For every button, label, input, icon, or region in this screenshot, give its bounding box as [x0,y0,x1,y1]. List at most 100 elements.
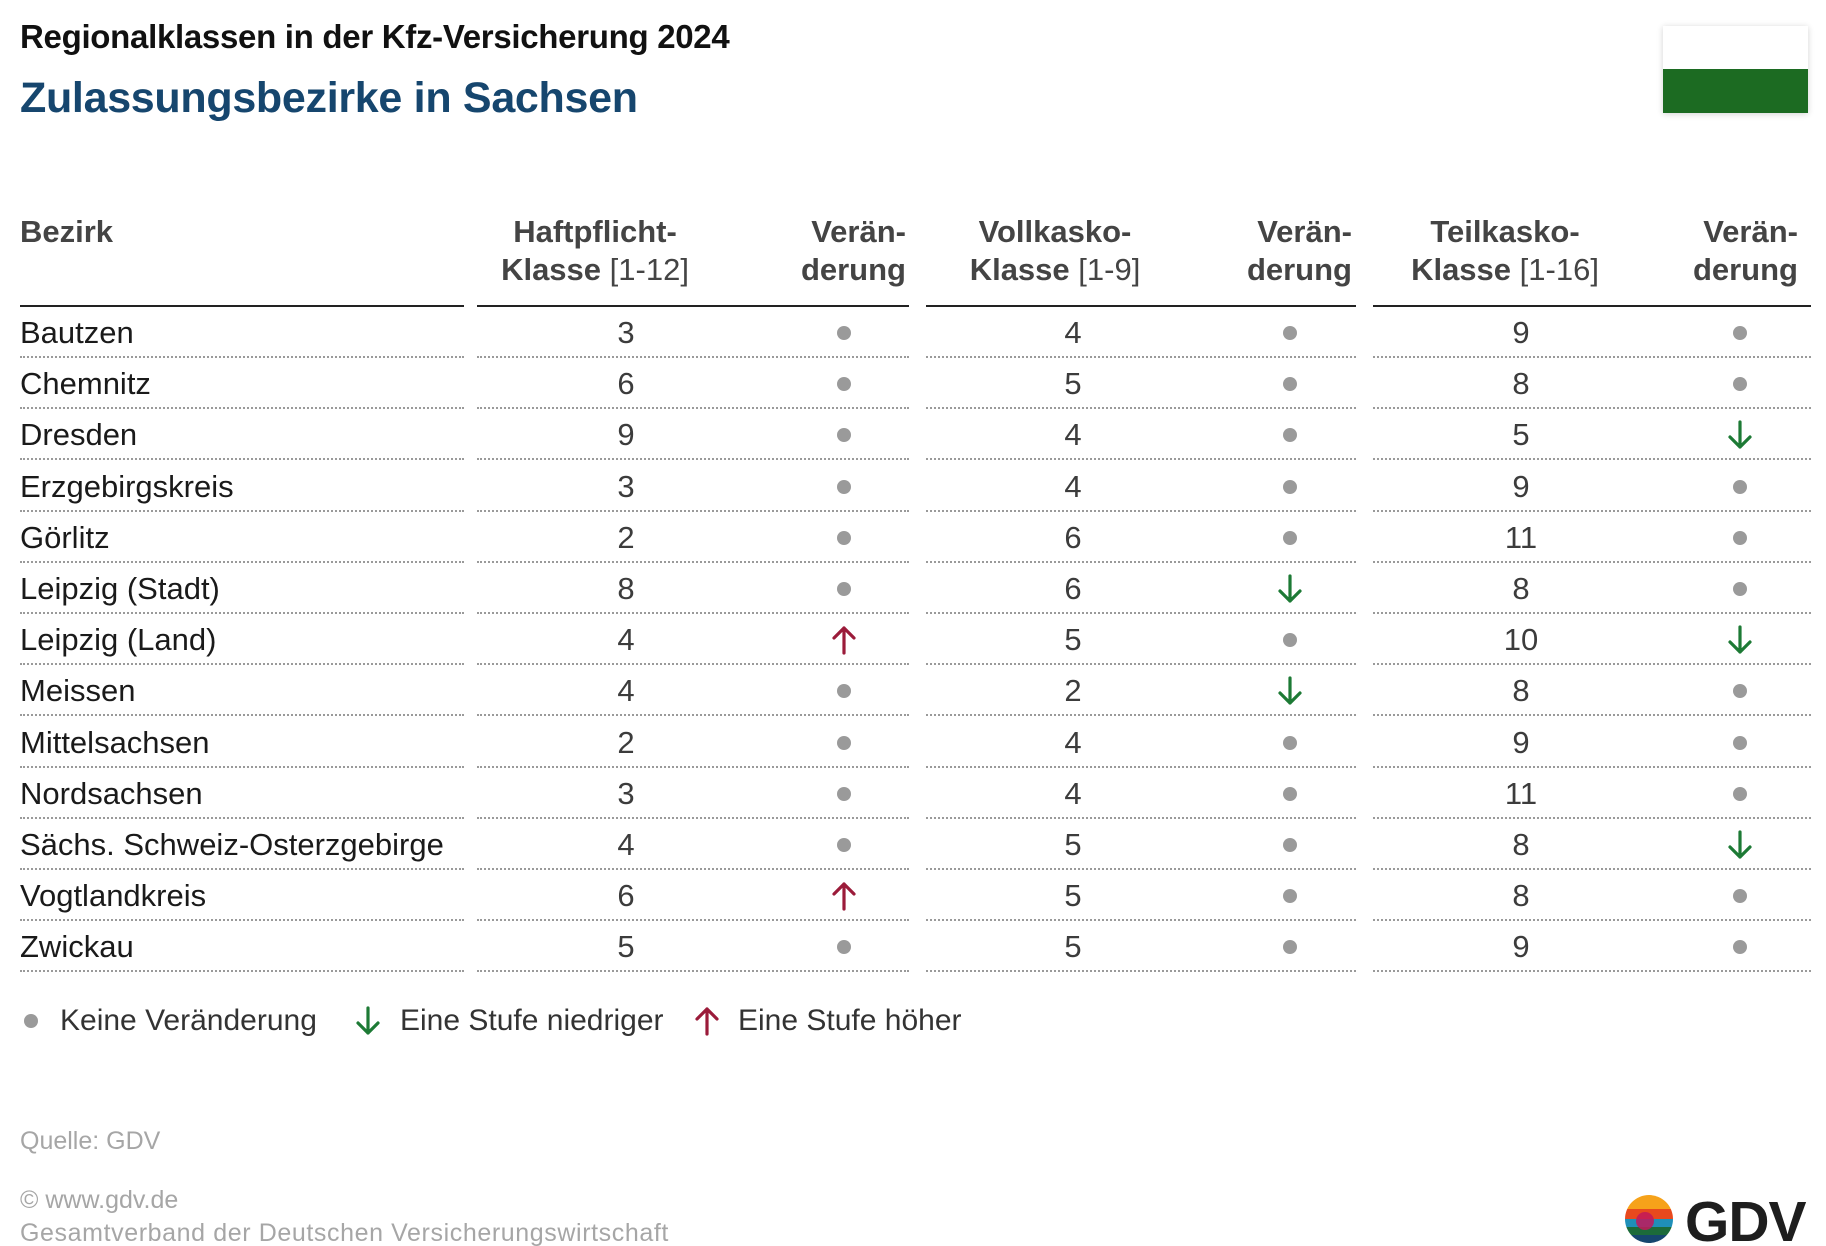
range-label: [1-16] [1519,252,1599,287]
change-line2: derung [1692,252,1798,287]
col-header-bezirk-label: Bezirk [20,214,114,249]
row-divider [926,714,1356,717]
flag-white-stripe [1663,26,1808,69]
row-haft-class: 5 [617,929,635,965]
row-divider [477,714,909,717]
no-change-dot-icon [827,470,861,504]
no-change-dot-icon [1273,777,1307,811]
row-divider [477,765,909,768]
row-haft-class: 6 [617,878,635,914]
row-voll-class: 4 [1064,315,1082,350]
row-divider [926,816,1356,819]
no-change-dot-icon [1723,572,1757,606]
no-change-dot-icon [1273,930,1307,964]
no-change-dot-icon [1723,930,1757,964]
klasse-label: Klasse [1411,252,1512,287]
change-line2: derung [1246,252,1352,287]
no-change-dot-icon [1723,777,1757,811]
row-district-name: Meissen [20,673,136,709]
row-haft-class: 2 [617,724,635,760]
col-header-voll-change: Verän- derung [1206,213,1352,289]
col-header-haftpflicht: Haftpflicht- Klasse [1-12] [470,213,720,289]
col-header-vollkasko-line2: Klasse [1-9] [935,251,1175,289]
row-divider [1373,560,1811,563]
row-divider [20,919,464,922]
row-teil-class: 11 [1504,519,1538,555]
row-divider [1373,612,1811,614]
row-voll-class: 4 [1064,468,1082,504]
row-divider [20,970,464,973]
no-change-dot-icon [827,418,861,452]
row-divider [477,919,909,922]
row-divider [926,407,1356,410]
row-divider [477,458,909,461]
row-divider [20,816,464,819]
no-change-dot-icon [1273,367,1307,401]
row-divider [1373,714,1811,717]
no-change-dot-icon [1723,726,1757,760]
row-divider [477,560,909,563]
col-header-haftpflicht-line1: Haftpflicht- [513,214,677,249]
row-voll-class: 4 [1064,775,1082,811]
row-divider [1373,919,1811,922]
flag-green-stripe [1663,69,1808,113]
row-divider [20,765,464,768]
no-change-dot-icon [827,316,861,350]
row-divider [926,560,1356,563]
no-change-dot-icon [1273,623,1307,657]
no-change-dot-icon [1723,674,1757,708]
no-change-dot-icon [1273,521,1307,555]
row-district-name: Nordsachsen [20,775,203,811]
header-rule-haftpflicht [477,305,909,307]
row-divider [1373,407,1811,410]
no-change-dot-icon [1273,316,1307,350]
arrow-down-icon [1723,623,1757,657]
no-change-dot-icon [1273,418,1307,452]
change-line1: Verän- [1703,214,1798,249]
row-district-name: Erzgebirgskreis [20,468,234,504]
row-teil-class: 9 [1512,724,1530,760]
row-divider [477,407,909,410]
row-voll-class: 6 [1064,519,1082,555]
legend-arrow-down-icon [351,1004,385,1038]
header-rule-vollkasko [926,305,1356,307]
arrow-up-icon [827,879,861,913]
row-teil-class: 8 [1512,673,1530,709]
row-divider [477,509,909,512]
row-haft-class: 3 [617,315,635,350]
range-label: [1-9] [1078,252,1141,287]
row-divider [1373,868,1811,870]
row-divider [926,868,1356,870]
row-divider [20,458,464,461]
row-divider [20,663,464,666]
saxony-flag [1663,26,1808,113]
arrow-down-icon [1273,572,1307,606]
arrow-down-icon [1723,418,1757,452]
no-change-dot-icon [827,674,861,708]
row-district-name: Zwickau [20,929,134,965]
row-district-name: Sächs. Schweiz-Osterzgebirge [20,827,444,862]
row-teil-class: 11 [1504,775,1538,811]
row-divider [926,612,1356,614]
row-divider [1373,356,1811,358]
legend-no-change: Keine Veränderung [60,1004,317,1037]
row-voll-class: 5 [1064,929,1082,965]
legend-dot-icon [14,1004,48,1038]
row-district-name: Görlitz [20,519,110,555]
row-district-name: Chemnitz [20,366,151,402]
row-teil-class: 8 [1512,827,1530,862]
col-header-vollkasko: Vollkasko- Klasse [1-9] [935,213,1175,289]
no-change-dot-icon [1273,470,1307,504]
row-divider [926,919,1356,922]
gdv-logo: GDV [1625,1190,1810,1246]
row-divider [477,868,909,870]
col-header-haft-change: Verän- derung [760,213,906,289]
row-voll-class: 4 [1064,417,1082,453]
copyright-link[interactable]: © www.gdv.de [20,1186,179,1214]
legend-down: Eine Stufe niedriger [400,1004,664,1037]
row-voll-class: 6 [1064,571,1082,606]
col-header-bezirk: Bezirk [20,213,113,251]
row-district-name: Mittelsachsen [20,724,210,760]
row-district-name: Leipzig (Land) [20,622,217,658]
no-change-dot-icon [1273,828,1307,862]
